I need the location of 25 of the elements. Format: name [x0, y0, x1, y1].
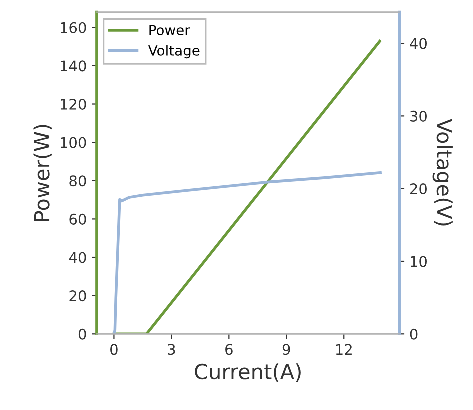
y-tick-label: 160 — [61, 22, 86, 34]
y2-tick-label: 40 — [410, 38, 427, 50]
legend-label: Power — [150, 25, 190, 36]
y2-axis-title: Voltage(V) — [432, 119, 453, 226]
y-tick-label: 100 — [61, 137, 86, 148]
x-axis-title: Current(A) — [195, 364, 301, 382]
y-tick-label: 40 — [69, 252, 86, 264]
x-tick-label: 0 — [110, 344, 118, 356]
x-tick-label: 9 — [282, 344, 290, 356]
y2-tick-label: 0 — [410, 328, 418, 340]
legend-label: Voltage — [148, 45, 200, 59]
line-series — [112, 171, 382, 334]
y2-tick-label: 10 — [411, 256, 427, 268]
y-tick-label: 120 — [61, 98, 86, 110]
y-tick-label: 20 — [70, 290, 86, 302]
y-tick-label: 60 — [70, 214, 86, 225]
y-axis-title: Power(W) — [34, 125, 52, 222]
y-tick-label: 0 — [78, 328, 86, 340]
x-tick-label: 12 — [336, 344, 352, 355]
y2-tick-label: 20 — [410, 184, 427, 195]
y-tick-label: 140 — [61, 60, 86, 72]
y-tick-label: 80 — [70, 176, 86, 187]
y2-tick-label: 30 — [410, 110, 427, 122]
x-tick-label: 6 — [226, 344, 233, 356]
x-tick-label: 3 — [168, 344, 176, 356]
